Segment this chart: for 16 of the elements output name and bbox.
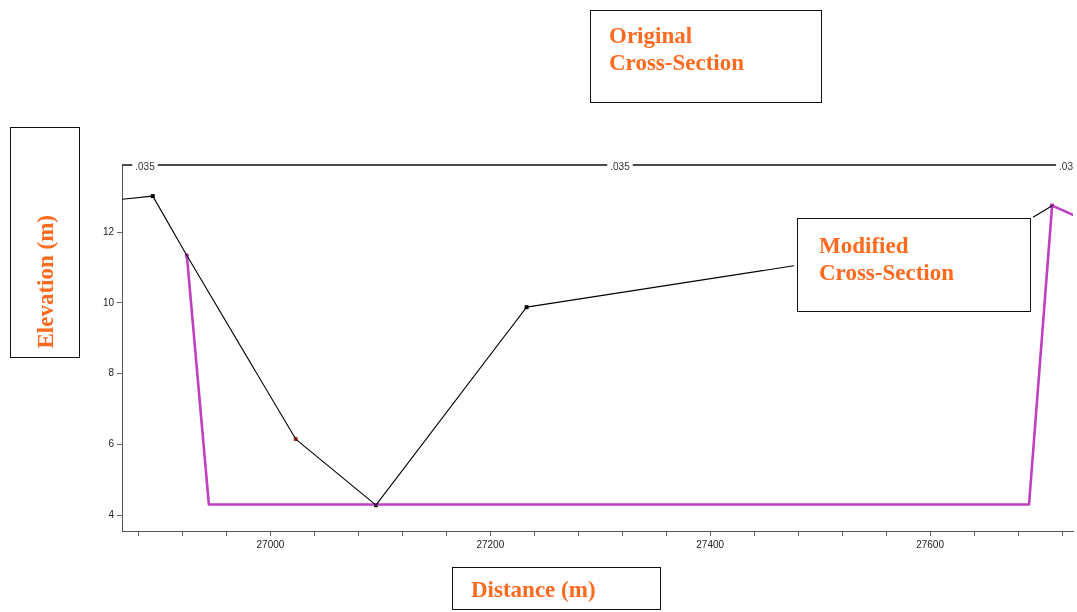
- y-tick-label: 6: [108, 438, 115, 450]
- x-tick-label: 27200: [476, 538, 505, 550]
- y-tick-label: 10: [102, 296, 115, 308]
- x-axis-title: Distance (m): [471, 577, 596, 602]
- annotation: .035: [610, 160, 631, 172]
- text: Original Cross-Section: [609, 22, 745, 76]
- annotation: .035: [135, 160, 156, 172]
- y-tick-label: 12: [102, 225, 115, 237]
- y-tick-label: 4: [108, 508, 115, 520]
- y-axis-title: Elevation (m): [31, 215, 59, 349]
- y-tick-label: 8: [108, 367, 115, 379]
- x-tick-label: 27400: [696, 538, 725, 550]
- x-tick-label: 27000: [256, 538, 285, 550]
- x-tick-label: 27600: [916, 538, 945, 550]
- annotation: Modified Cross-Section: [819, 232, 955, 286]
- annotation: .03: [1059, 160, 1074, 172]
